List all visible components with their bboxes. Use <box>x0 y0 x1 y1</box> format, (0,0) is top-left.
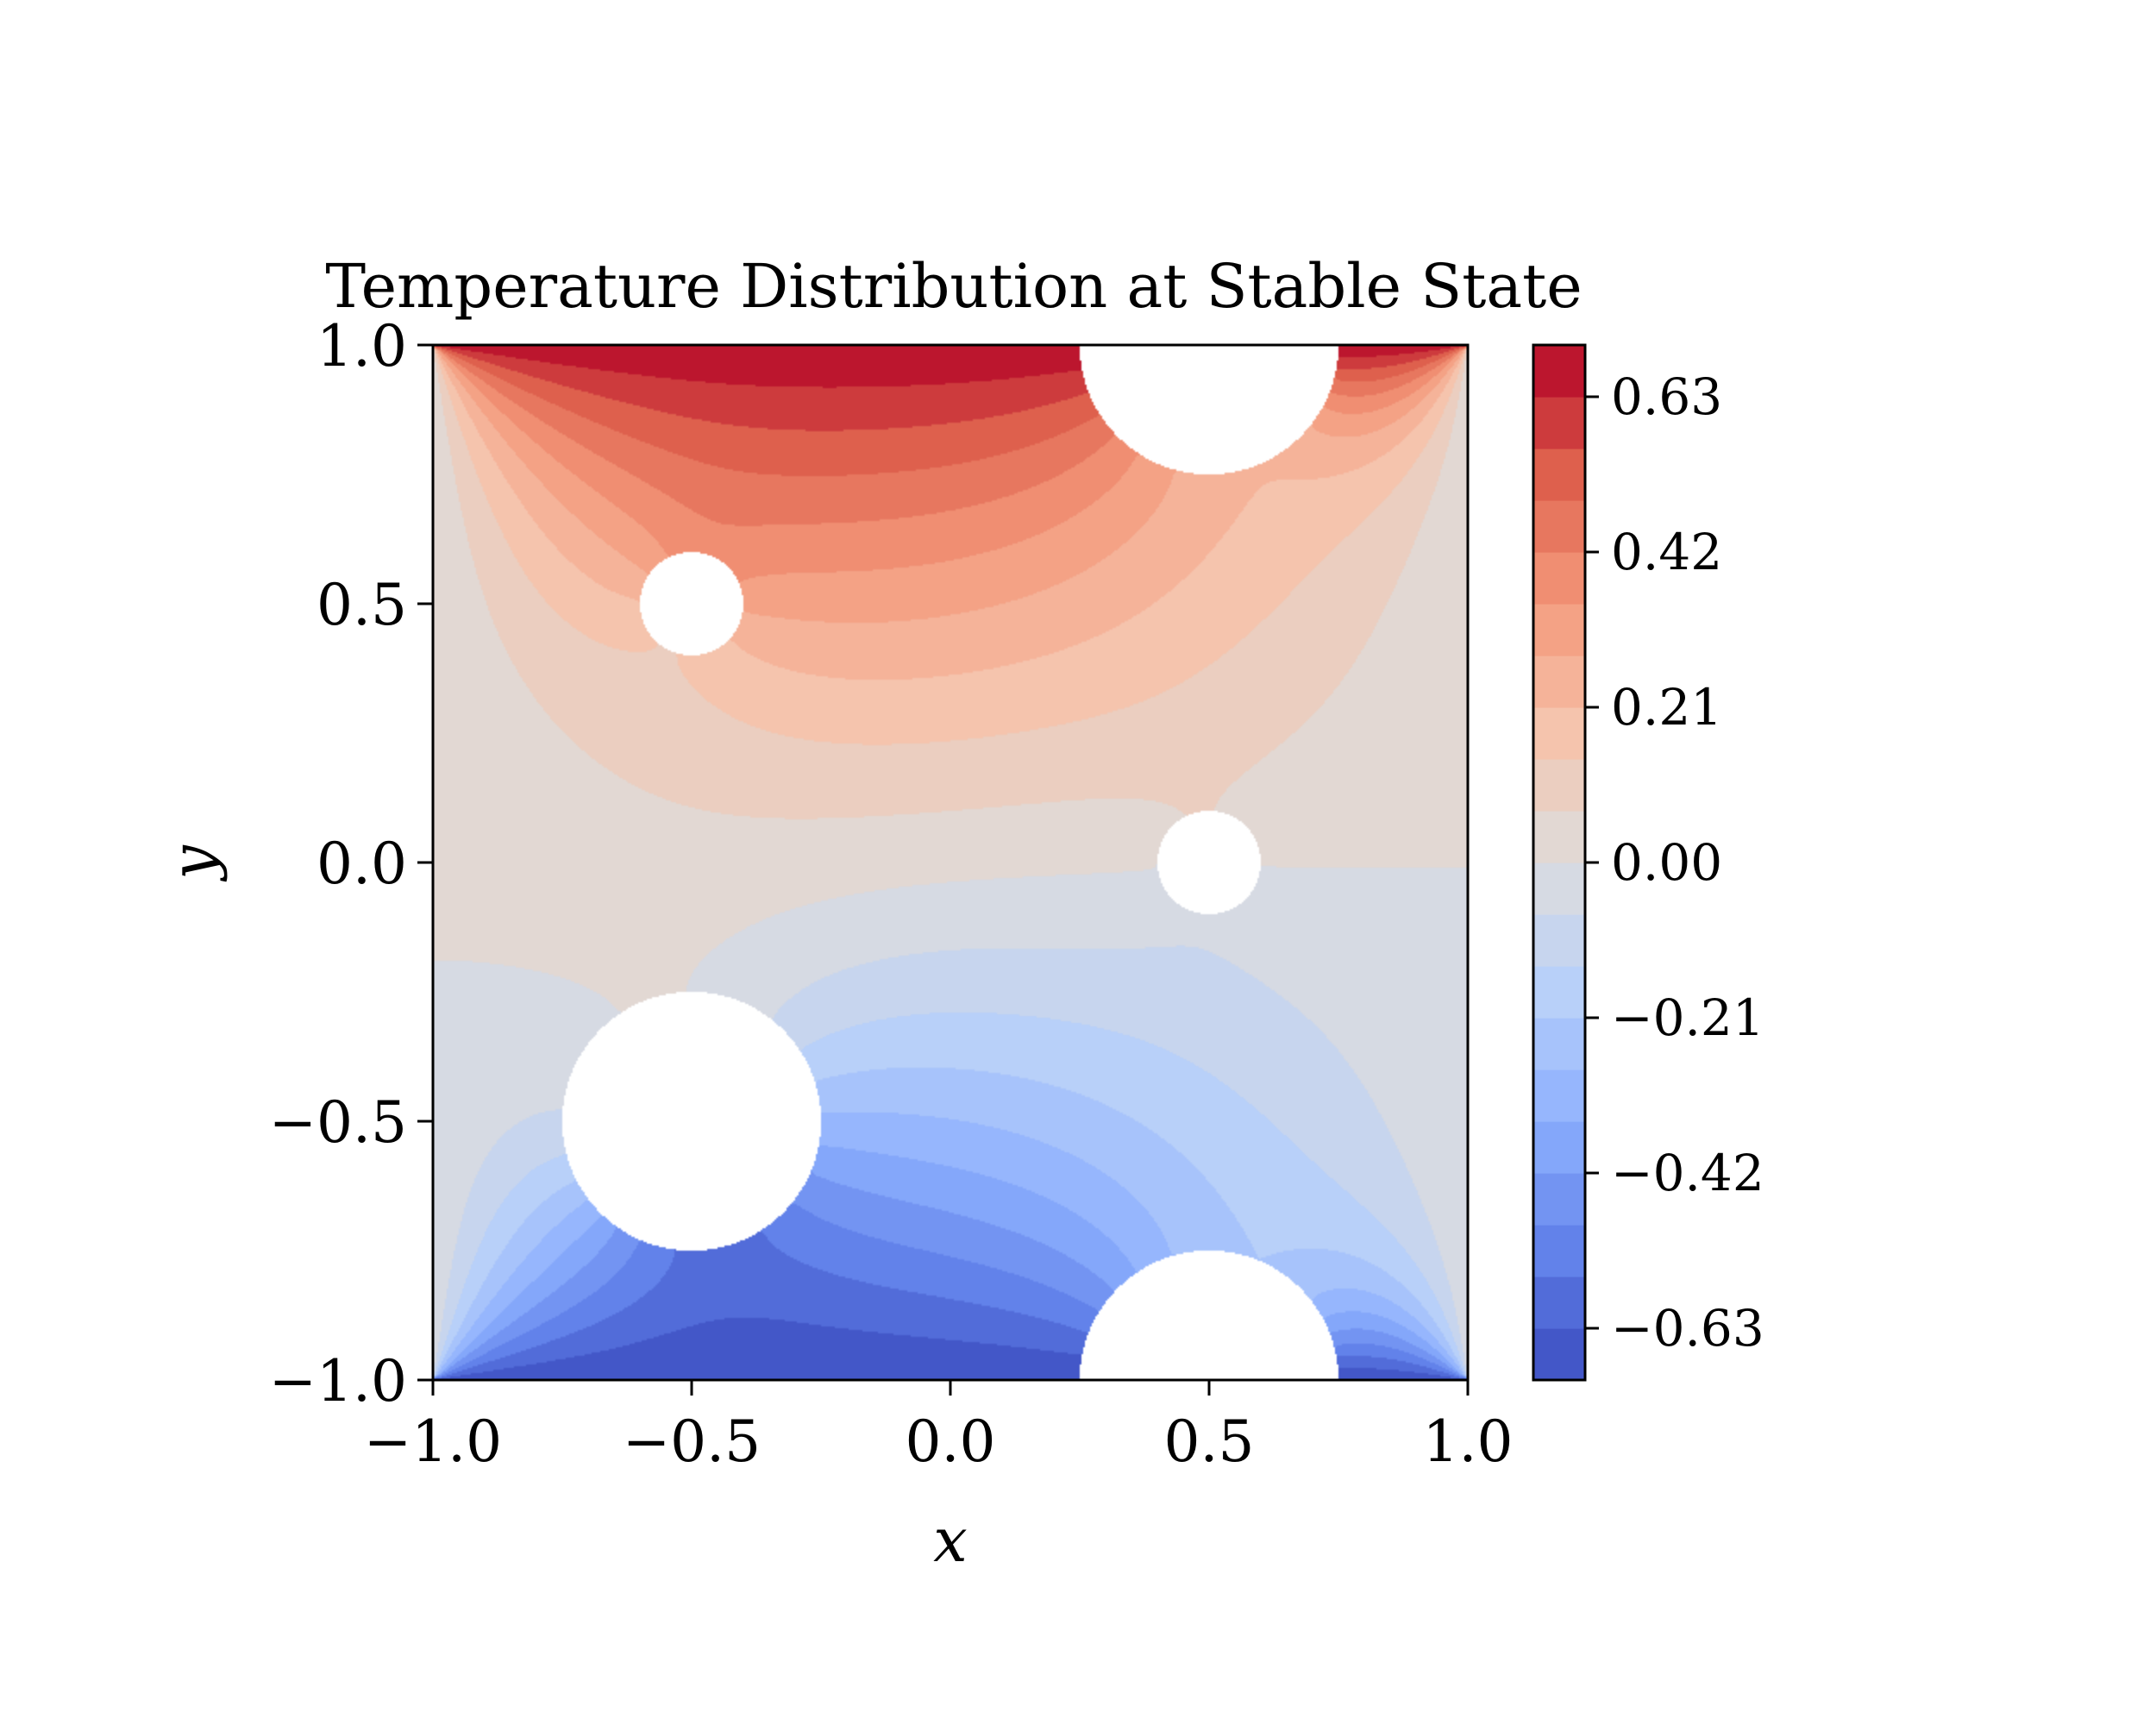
colorbar-band <box>1533 1276 1585 1329</box>
colorbar-tick-label: 0.63 <box>1611 367 1722 426</box>
colorbar-tick-label: 0.42 <box>1611 523 1722 581</box>
colorbar-band <box>1533 1121 1585 1174</box>
colorbar-band <box>1533 604 1585 656</box>
y-axis-label: y <box>158 844 229 882</box>
colorbar-band <box>1533 862 1585 915</box>
x-axis-label: x <box>933 1505 967 1576</box>
colorbar-band <box>1533 707 1585 760</box>
y-tick-label: −0.5 <box>269 1089 407 1156</box>
plot-area <box>431 343 1470 1382</box>
colorbar-band <box>1533 345 1585 398</box>
chart-title: Temperature Distribution at Stable State <box>325 251 1582 322</box>
y-axis: −1.0 −0.5 0.0 0.5 1.0 <box>269 313 433 1414</box>
colorbar-tick-label: −0.63 <box>1611 1299 1764 1358</box>
colorbar-band <box>1533 1173 1585 1226</box>
x-axis: −1.0 −0.5 0.0 0.5 1.0 <box>364 1380 1514 1475</box>
x-tick-label: −1.0 <box>364 1408 502 1475</box>
y-tick-label: 0.0 <box>317 831 407 897</box>
colorbar-band <box>1533 656 1585 708</box>
colorbar-band <box>1533 914 1585 967</box>
x-tick-label: 0.0 <box>906 1408 996 1475</box>
colorbar-band <box>1533 1018 1585 1070</box>
colorbar-band <box>1533 1070 1585 1122</box>
colorbar-band <box>1533 552 1585 605</box>
colorbar-band <box>1533 759 1585 812</box>
y-tick-label: 1.0 <box>317 313 407 380</box>
colorbar-band <box>1533 1225 1585 1277</box>
colorbar-tick-label: 0.21 <box>1611 678 1722 737</box>
colorbar-tick-label: −0.21 <box>1611 988 1764 1047</box>
temperature-field <box>433 345 1468 1380</box>
y-tick-label: 0.5 <box>317 572 407 638</box>
x-tick-label: 0.5 <box>1164 1408 1255 1475</box>
x-tick-label: 1.0 <box>1423 1408 1514 1475</box>
colorbar-tick-label: 0.00 <box>1611 833 1722 892</box>
colorbar-tick-label: −0.42 <box>1611 1144 1764 1202</box>
colorbar-band <box>1533 811 1585 863</box>
colorbar-band <box>1533 966 1585 1019</box>
colorbar-band <box>1533 448 1585 501</box>
colorbar-band <box>1533 397 1585 449</box>
colorbar-band <box>1533 1328 1585 1381</box>
y-tick-label: −1.0 <box>269 1348 407 1414</box>
colorbar-band <box>1533 500 1585 553</box>
x-tick-label: −0.5 <box>623 1408 761 1475</box>
colorbar: −0.63 −0.42 −0.21 0.00 0.21 0.42 0.63 <box>1532 343 1764 1382</box>
